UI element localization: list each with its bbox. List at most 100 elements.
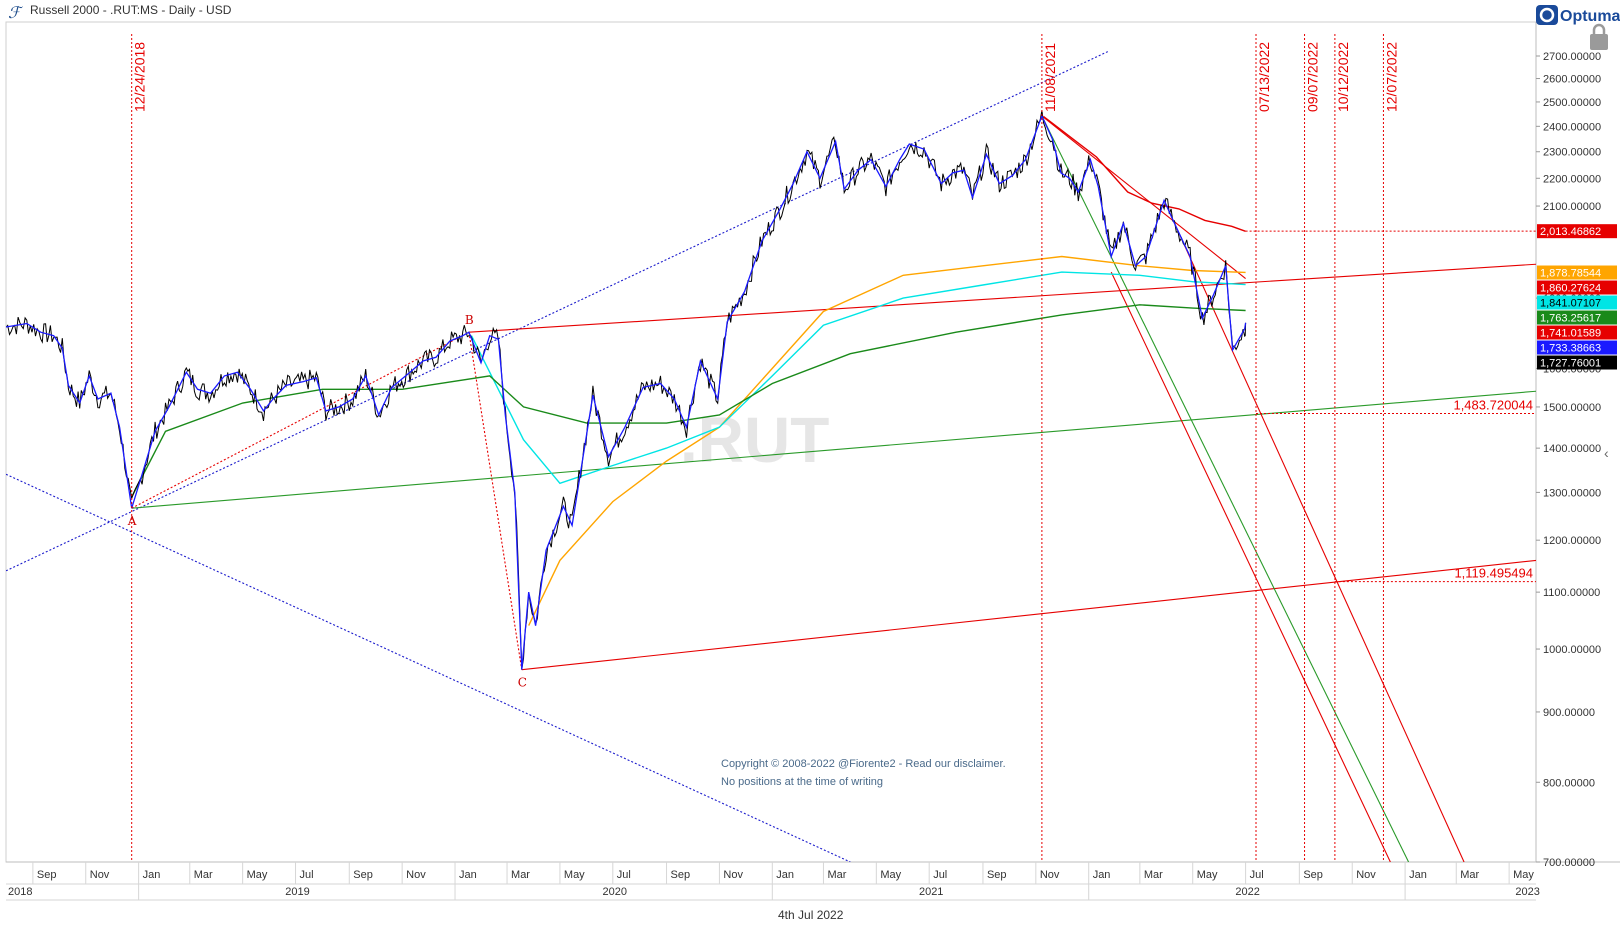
pivot-label-b: B <box>465 313 474 327</box>
x-year-label-5: 2023 <box>1515 886 1539 898</box>
price-badge-4 <box>1537 310 1617 325</box>
y-tick-label-16: 800.00000 <box>1543 777 1595 789</box>
vertical-marker-label-0: 12/24/2018 <box>132 42 148 112</box>
moving-average-0 <box>1043 115 1246 232</box>
chart-title: Russell 2000 - .RUT:MS - Daily - USD <box>30 3 232 17</box>
horizontal-level-label-1: 1,119.495494 <box>1454 566 1533 581</box>
x-month-label-1: Nov <box>90 869 110 881</box>
trend-line-3 <box>521 559 1536 671</box>
trend-line-8 <box>1110 271 1391 862</box>
trend-line-7 <box>1163 200 1465 862</box>
trend-line-0 <box>6 51 1109 572</box>
price-smooth-line <box>6 114 1247 670</box>
trend-line-5 <box>1041 115 1410 862</box>
y-tick-label-1: 2600.00000 <box>1543 74 1601 86</box>
price-series <box>6 110 1247 670</box>
x-month-label-28: May <box>1513 869 1534 881</box>
pivot-label-a: A <box>127 514 137 528</box>
price-badge-label-1: 1,878.78544 <box>1540 268 1601 280</box>
x-axis: Sep Nov Jan Mar May Jul Sep Nov Jan Mar May Jul Sep N… <box>8 862 1540 900</box>
x-year-label-2: 2020 <box>603 886 627 898</box>
x-month-label-23: Jul <box>1250 869 1264 881</box>
x-month-label-5: Jul <box>300 869 314 881</box>
x-month-label-4: May <box>247 869 268 881</box>
price-badge-label-7: 1,727.76001 <box>1540 358 1601 370</box>
x-month-label-15: Mar <box>827 869 846 881</box>
x-month-label-9: Mar <box>511 869 530 881</box>
axis-collapse-handle[interactable]: ‹ <box>1604 445 1609 461</box>
price-badge-0 <box>1537 224 1617 239</box>
y-tick-label-12: 1200.00000 <box>1543 535 1601 547</box>
vertical-markers: 12/24/2018 11/08/2021 07/13/2022 09/07/2022… <box>131 34 1399 860</box>
moving-average-3 <box>131 304 1246 498</box>
vertical-marker-label-5: 12/07/2022 <box>1383 42 1399 112</box>
x-month-label-10: May <box>564 869 585 881</box>
copyright-line-2: No positions at the time of writing <box>721 776 883 788</box>
pivot-points: A B C <box>127 313 527 689</box>
price-badge-label-0: 2,013.46862 <box>1540 226 1601 238</box>
horizontal-level-label-0: 1,483.720044 <box>1453 397 1533 412</box>
copyright-line-1: Copyright © 2008-2022 @Fiorente2 - Read … <box>721 758 1006 770</box>
horizontal-levels: 1,483.720044 1,119.495494 <box>1256 397 1536 583</box>
header: ℱ Russell 2000 - .RUT:MS - Daily - USD <box>8 3 232 22</box>
x-month-label-24: Sep <box>1303 869 1323 881</box>
moving-averages <box>131 115 1246 626</box>
price-badge-3 <box>1537 295 1617 310</box>
vertical-marker-label-4: 10/12/2022 <box>1335 42 1351 112</box>
pivot-label-c: C <box>518 676 527 690</box>
x-month-label-25: Nov <box>1356 869 1376 881</box>
x-month-label-20: Jan <box>1093 869 1111 881</box>
y-tick-label-9: 1500.00000 <box>1543 402 1601 414</box>
x-month-label-7: Nov <box>406 869 426 881</box>
x-month-label-26: Jan <box>1409 869 1427 881</box>
x-month-label-2: Jan <box>143 869 161 881</box>
chevron-left-icon[interactable]: ‹ <box>1604 445 1609 461</box>
trend-line-4 <box>131 390 1536 509</box>
x-month-label-12: Sep <box>671 869 691 881</box>
x-month-label-11: Jul <box>617 869 631 881</box>
optuma-logo-icon <box>1536 5 1558 25</box>
symbol-watermark: .RUT <box>680 404 829 476</box>
trend-lines <box>6 51 1536 862</box>
price-badges: 2,013.46862 1,878.78544 1,860.27624 1,841.0… <box>1245 224 1617 370</box>
x-month-label-19: Nov <box>1040 869 1060 881</box>
y-tick-label-3: 2400.00000 <box>1543 121 1601 133</box>
price-badge-6 <box>1537 340 1617 355</box>
trend-line-6 <box>1041 115 1246 279</box>
vertical-marker-label-3: 09/07/2022 <box>1305 42 1321 112</box>
trend-line-9 <box>131 331 470 509</box>
trend-line-1 <box>6 473 851 862</box>
x-year-label-1: 2019 <box>285 886 309 898</box>
price-badge-label-5: 1,741.01589 <box>1540 328 1601 340</box>
y-tick-label-11: 1300.00000 <box>1543 487 1601 499</box>
y-tick-label-13: 1100.00000 <box>1543 587 1600 599</box>
y-tick-label-4: 2300.00000 <box>1543 147 1601 159</box>
vertical-marker-label-1: 11/08/2021 <box>1042 43 1058 112</box>
lock-icon[interactable] <box>1590 23 1608 50</box>
price-badge-1 <box>1537 265 1617 280</box>
y-tick-label-6: 2100.00000 <box>1543 201 1601 213</box>
y-tick-label-17: 700.00000 <box>1543 857 1595 869</box>
y-tick-label-0: 2700.00000 <box>1543 51 1601 63</box>
y-tick-label-15: 900.00000 <box>1543 707 1595 719</box>
x-month-label-6: Sep <box>353 869 373 881</box>
price-badge-label-4: 1,763.25617 <box>1540 313 1601 325</box>
moving-average-1 <box>528 255 1246 626</box>
x-year-label-3: 2021 <box>919 886 943 898</box>
trend-line-10 <box>468 332 523 670</box>
moving-average-2 <box>470 271 1246 485</box>
app-logo-icon: ℱ <box>8 3 24 22</box>
price-badge-7 <box>1537 355 1617 370</box>
x-month-label-18: Sep <box>987 869 1007 881</box>
trend-line-2 <box>468 263 1536 333</box>
x-month-label-0: Sep <box>37 869 57 881</box>
x-year-label-4: 2022 <box>1235 886 1259 898</box>
y-tick-label-14: 1000.00000 <box>1543 644 1601 656</box>
price-line <box>6 110 1247 669</box>
price-badge-label-6: 1,733.38663 <box>1540 343 1601 355</box>
x-month-label-17: Jul <box>933 869 947 881</box>
vertical-marker-label-2: 07/13/2022 <box>1256 42 1272 112</box>
x-month-label-21: Mar <box>1144 869 1163 881</box>
y-tick-label-2: 2500.00000 <box>1543 97 1601 109</box>
